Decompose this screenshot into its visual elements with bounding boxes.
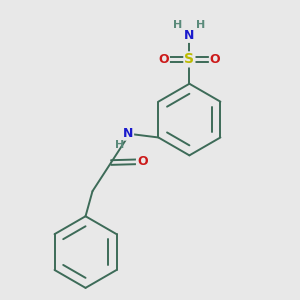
Text: H: H	[196, 20, 206, 30]
Text: N: N	[123, 127, 133, 140]
Text: N: N	[184, 29, 195, 42]
Text: O: O	[210, 53, 220, 66]
Text: H: H	[115, 140, 124, 150]
Text: H: H	[173, 20, 183, 30]
Text: O: O	[158, 53, 169, 66]
Text: O: O	[137, 155, 148, 168]
Text: S: S	[184, 52, 194, 66]
